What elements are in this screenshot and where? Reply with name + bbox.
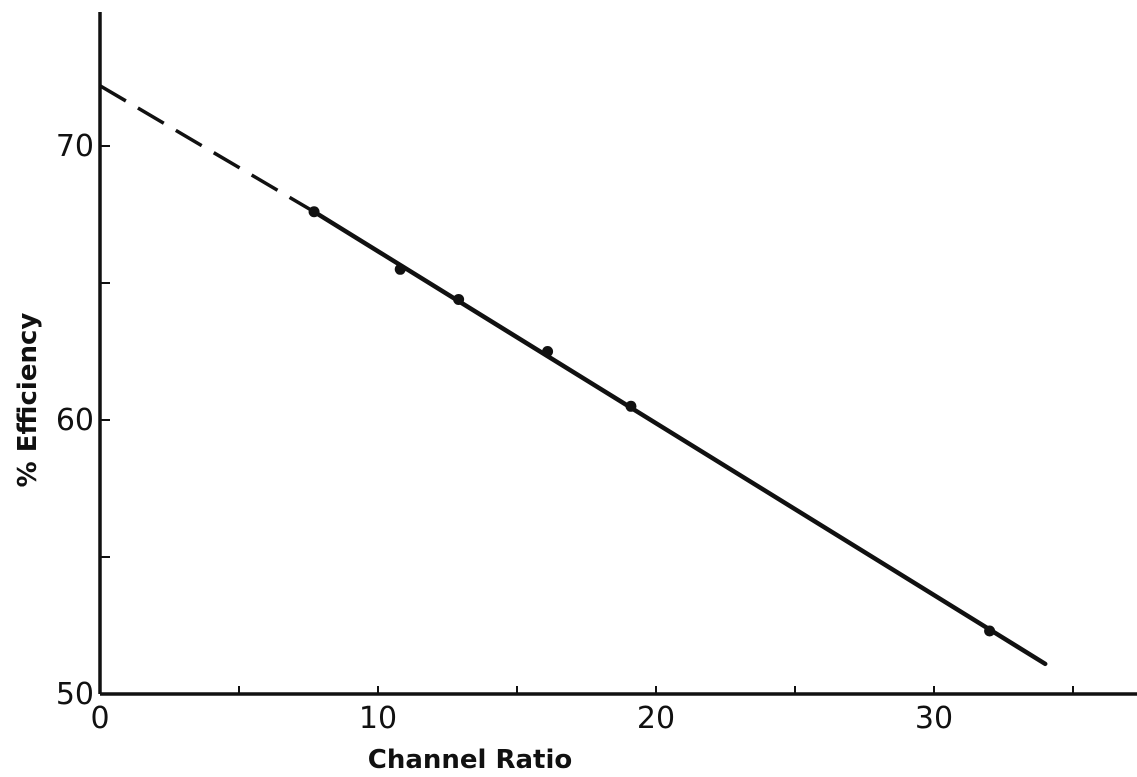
y-tick-label: 60 bbox=[56, 403, 94, 438]
x-tick-label: 0 bbox=[90, 701, 109, 736]
data-point bbox=[625, 400, 637, 412]
data-point bbox=[394, 263, 406, 275]
x-tick-label: 30 bbox=[915, 701, 953, 736]
x-ticks: 0 10 20 30 bbox=[90, 686, 1074, 736]
y-ticks: 50 60 70 bbox=[56, 129, 110, 712]
fit-line-dashed-extrapolation bbox=[99, 84, 315, 214]
y-axis-label: % Efficiency bbox=[13, 313, 43, 488]
fit-line-solid bbox=[311, 209, 1048, 667]
fit-lines bbox=[99, 84, 1048, 667]
x-tick-label: 10 bbox=[359, 701, 397, 736]
data-point bbox=[984, 625, 996, 637]
data-points bbox=[308, 206, 996, 637]
y-tick-label: 50 bbox=[56, 677, 94, 712]
data-point bbox=[542, 346, 554, 357]
y-tick-label: 70 bbox=[56, 129, 94, 164]
data-point bbox=[308, 206, 320, 218]
axes bbox=[98, 12, 1137, 696]
data-point bbox=[453, 293, 465, 305]
x-tick-label: 20 bbox=[637, 701, 675, 736]
x-axis-label: Channel Ratio bbox=[368, 745, 573, 775]
